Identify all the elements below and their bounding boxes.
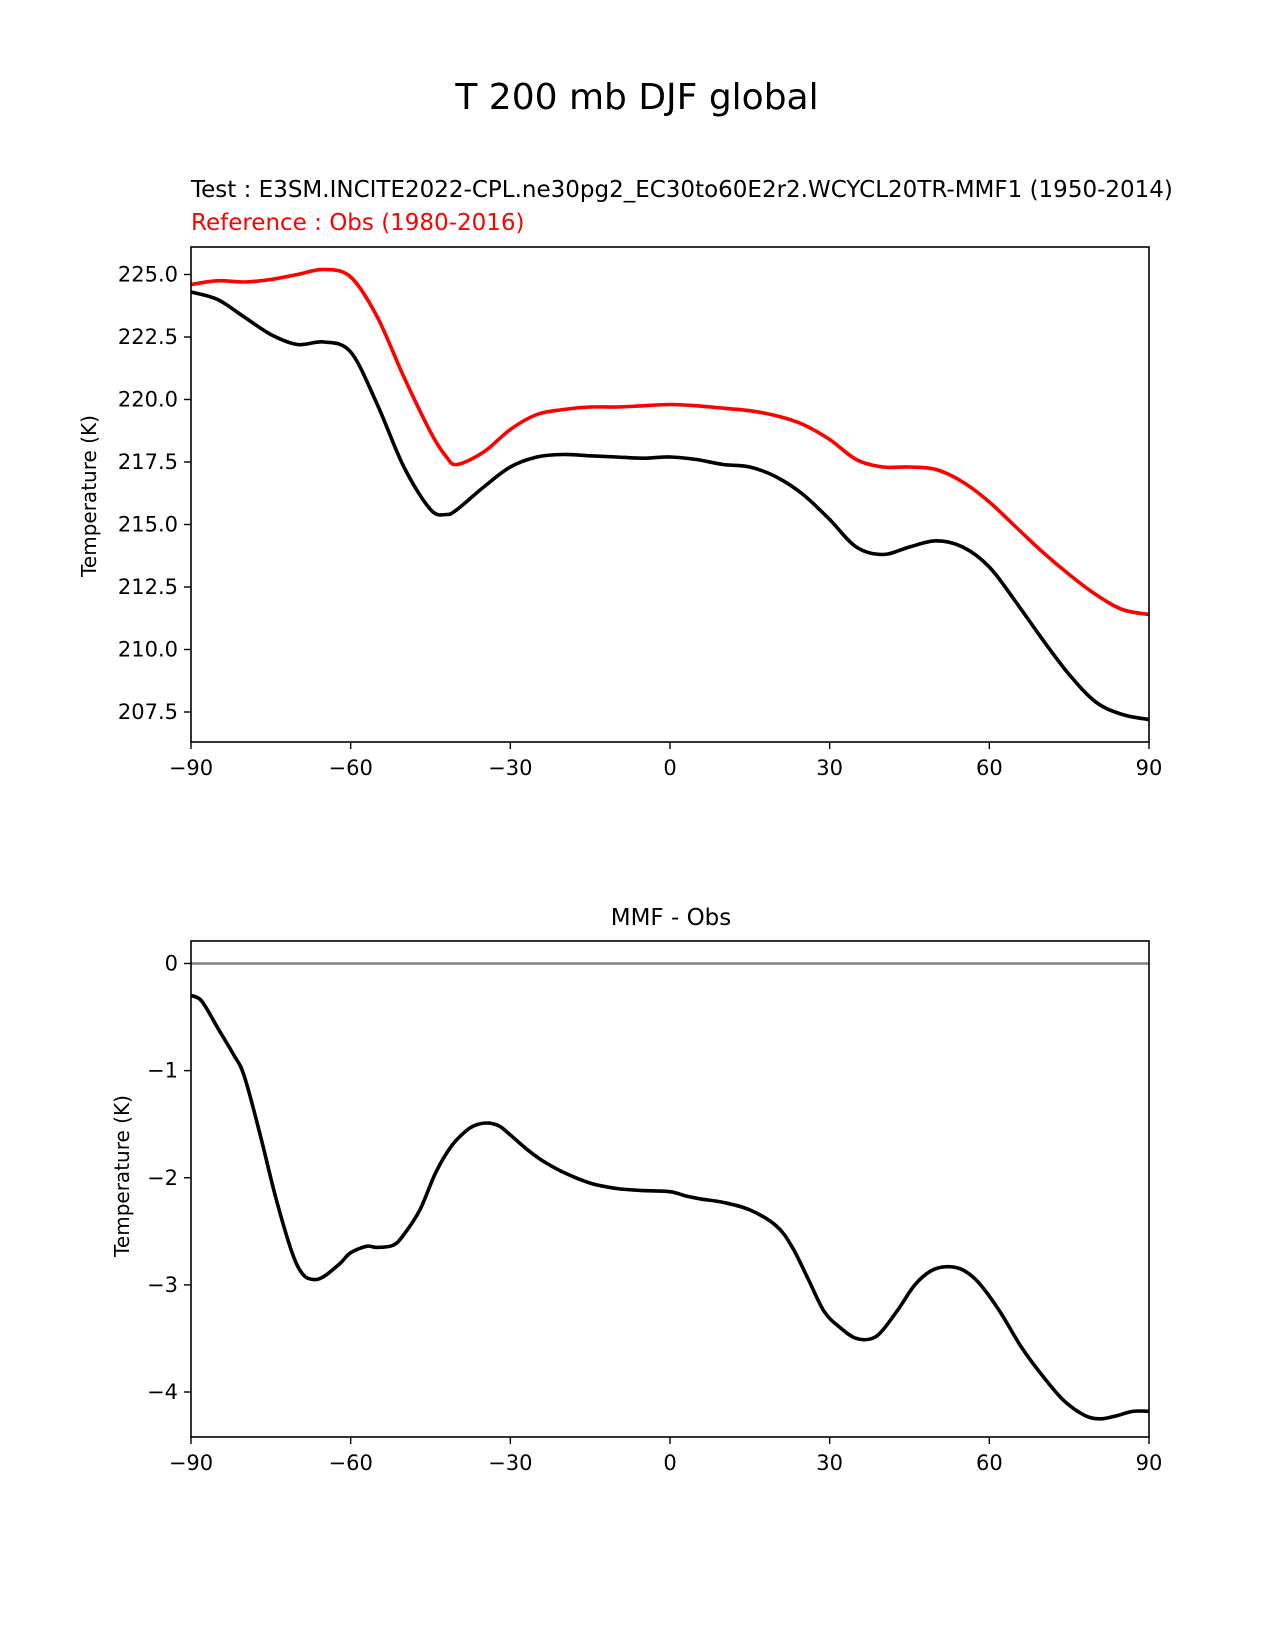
top-ytick-label: 220.0: [118, 388, 178, 412]
top-ytick-label: 225.0: [118, 263, 178, 287]
top-axes-frame: [190, 246, 1150, 743]
top-xtick-label: 30: [816, 756, 843, 780]
top-ytick-label: 217.5: [118, 450, 178, 474]
bottom-ytick-label: −1: [147, 1059, 178, 1083]
top-series-reference: [191, 267, 1149, 617]
top-plot-lines: [191, 267, 1149, 722]
bottom-ytick-label: −3: [147, 1273, 178, 1297]
top-panel: Test : E3SM.INCITE2022-CPL.ne30pg2_EC30t…: [77, 177, 1173, 780]
top-series-test: [191, 290, 1149, 722]
top-ytick-label: 207.5: [118, 700, 178, 724]
top-xtick-label: −90: [169, 756, 213, 780]
bottom-ytick-label: −2: [147, 1166, 178, 1190]
top-ytick-label: 222.5: [118, 325, 178, 349]
bottom-xtick-label: 0: [663, 1451, 676, 1475]
bottom-xtick-label: −90: [169, 1451, 213, 1475]
reference-subtitle: Reference : Obs (1980-2016): [191, 210, 525, 236]
bottom-xtick-label: 90: [1136, 1451, 1163, 1475]
top-xtick-label: −30: [488, 756, 532, 780]
bottom-xtick-label: −60: [329, 1451, 373, 1475]
bottom-xtick-label: −30: [488, 1451, 532, 1475]
top-ylabel: Temperature (K): [77, 415, 101, 578]
top-axes: −90 −60 −30 0 30 60 90 207.5 210.0 212.5 215.0 217.…: [118, 246, 1163, 780]
bottom-series-mmf-obs: [191, 993, 1149, 1421]
top-xtick-label: −60: [329, 756, 373, 780]
bottom-xtick-label: 60: [976, 1451, 1003, 1475]
top-xtick-label: 0: [663, 756, 676, 780]
top-ytick-label: 215.0: [118, 513, 178, 537]
figure-title: T 200 mb DJF global: [454, 77, 818, 118]
top-ytick-label: 212.5: [118, 575, 178, 599]
bottom-ytick-label: 0: [165, 951, 178, 975]
top-xtick-label: 60: [976, 756, 1003, 780]
bottom-axes: −90 −60 −30 0 30 60 90 −4 −3 −2 −1 0: [147, 940, 1163, 1475]
bottom-ylabel: Temperature (K): [110, 1095, 134, 1258]
bottom-plot-lines: [191, 962, 1149, 1421]
top-xtick-label: 90: [1136, 756, 1163, 780]
bottom-xtick-label: 30: [816, 1451, 843, 1475]
bottom-axes-frame: [190, 940, 1150, 1438]
test-subtitle: Test : E3SM.INCITE2022-CPL.ne30pg2_EC30t…: [190, 177, 1173, 203]
top-ytick-label: 210.0: [118, 638, 178, 662]
bottom-ytick-label: −4: [147, 1380, 178, 1404]
bottom-title: MMF - Obs: [611, 905, 732, 931]
bottom-panel: MMF - Obs −90 −60 −30 0 30 60 90 −4 −3 −2 −1 0 Temp…: [110, 905, 1162, 1475]
